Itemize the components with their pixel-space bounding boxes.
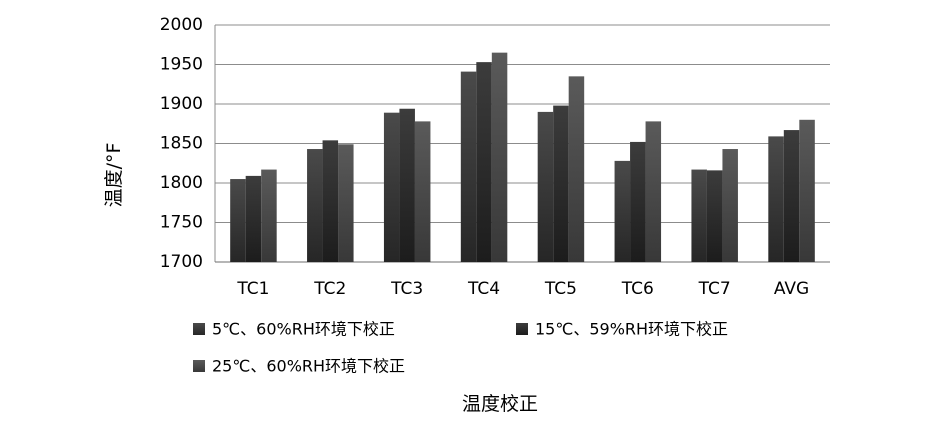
y-tick-label: 2000 [160, 15, 203, 35]
bar-tc6-series-3 [645, 121, 662, 262]
bar-tc7-series-2 [706, 170, 723, 262]
x-tick-label: TC2 [313, 279, 346, 299]
bar-avg-series-1 [768, 136, 784, 262]
x-tick-label: TC6 [621, 279, 654, 299]
x-tick-label: TC1 [236, 279, 269, 299]
bar-avg-series-3 [799, 119, 815, 262]
bar-tc2-series-1 [307, 149, 323, 262]
bar-tc2-series-2 [322, 140, 339, 262]
y-tick-label: 1700 [160, 252, 203, 272]
y-axis-title: 温度/°F [103, 143, 125, 208]
bar-tc3-series-3 [414, 121, 431, 262]
bar-tc1-series-3 [261, 169, 277, 262]
bar-tc6-series-2 [630, 141, 646, 262]
bar-tc7-series-1 [691, 169, 707, 262]
bars [230, 52, 815, 263]
legend-swatch-series-1 [193, 323, 205, 335]
bar-tc7-series-3 [722, 149, 738, 262]
x-tick-label: AVG [774, 279, 809, 299]
x-tick-label: TC4 [467, 279, 500, 299]
legend-swatch-series-3 [193, 360, 205, 372]
bar-tc1-series-1 [230, 179, 246, 262]
bar-tc5-series-2 [553, 105, 569, 262]
legend-label-series-2: 15℃、59%RH环境下校正 [535, 320, 728, 339]
bar-tc3-series-1 [383, 112, 400, 262]
x-axis-ticks: TC1 TC2 TC3 TC4 TC5 TC6 TC7 AVG [236, 279, 809, 299]
x-tick-label: TC5 [544, 279, 577, 299]
legend-swatch-series-2 [516, 323, 528, 335]
y-tick-label: 1800 [160, 173, 203, 193]
bar-tc6-series-1 [614, 160, 631, 262]
bar-tc4-series-1 [460, 71, 477, 262]
x-tick-label: TC3 [390, 279, 423, 299]
legend-label-series-3: 25℃、60%RH环境下校正 [212, 357, 405, 376]
legend: 5℃、60%RH环境下校正 15℃、59%RH环境下校正 25℃、60%RH环境… [193, 320, 728, 376]
legend-label-series-1: 5℃、60%RH环境下校正 [212, 320, 395, 339]
bar-tc1-series-2 [245, 175, 262, 262]
y-axis-ticks: 1700 1750 1800 1850 1900 1950 2000 [160, 15, 203, 272]
bar-avg-series-2 [783, 130, 800, 262]
bar-tc5-series-1 [537, 111, 554, 263]
y-tick-label: 1750 [160, 213, 203, 233]
x-axis-title: 温度校正 [462, 393, 538, 415]
bar-tc3-series-2 [399, 108, 415, 263]
y-tick-label: 1900 [160, 94, 203, 114]
bar-tc4-series-2 [476, 62, 492, 262]
bar-tc4-series-3 [491, 52, 508, 263]
bar-tc5-series-3 [568, 76, 585, 262]
bar-tc2-series-3 [338, 144, 354, 262]
x-tick-label: TC7 [698, 279, 731, 299]
y-tick-label: 1950 [160, 55, 203, 75]
y-tick-label: 1850 [160, 134, 203, 154]
